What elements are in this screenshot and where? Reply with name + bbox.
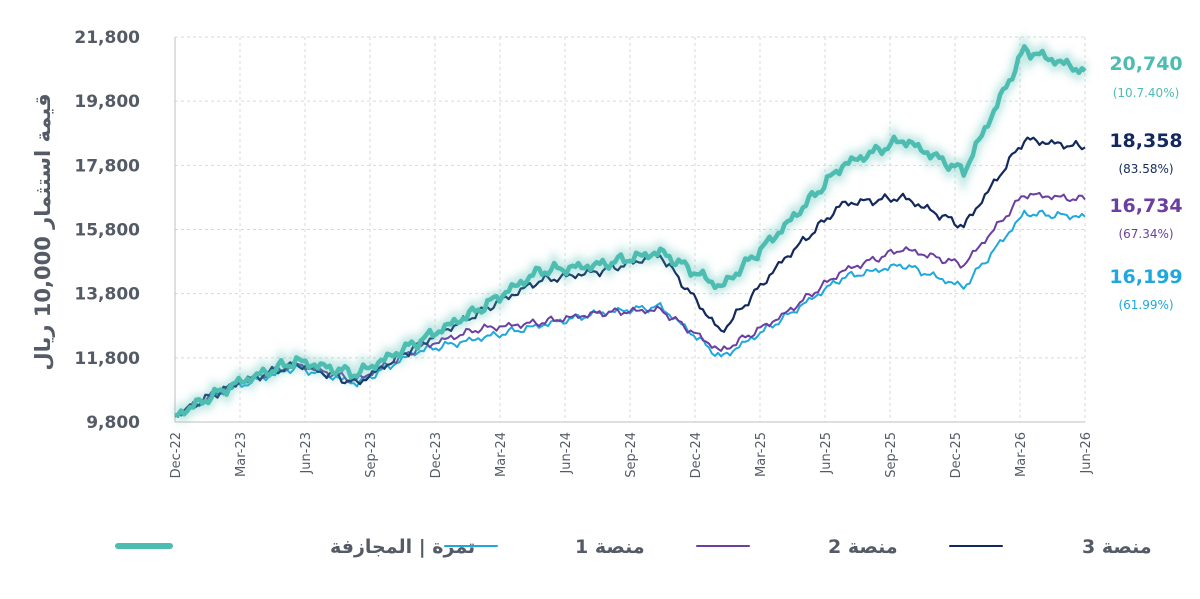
x-tick-label: Mar-23 bbox=[234, 432, 249, 477]
x-tick-label: Sep-24 bbox=[624, 432, 639, 478]
end-value-label: 16,734 bbox=[1109, 195, 1182, 217]
x-tick-label: Mar-25 bbox=[754, 432, 769, 477]
end-percent-label: (67.34%) bbox=[1118, 227, 1173, 241]
x-tick-label: Sep-25 bbox=[884, 432, 899, 478]
x-tick-label: Mar-24 bbox=[494, 432, 509, 477]
y-tick-label: 13,800 bbox=[74, 285, 140, 305]
y-tick-label: 9,800 bbox=[86, 413, 140, 433]
x-tick-label: Mar-26 bbox=[1014, 432, 1029, 477]
legend-label: منصة 3 bbox=[1082, 536, 1152, 558]
end-percent-label: (61.99%) bbox=[1118, 298, 1173, 312]
legend-label: تمرة | المجازفة bbox=[330, 536, 475, 558]
y-tick-label: 19,800 bbox=[74, 92, 140, 112]
x-tick-label: Dec-22 bbox=[169, 432, 184, 478]
end-value-labels: 20,740 (10.7.40%) 18,358 (83.58%) 16,734 (67.… bbox=[1109, 53, 1182, 312]
y-axis-label: قيمة استثمار 10,000 ريال bbox=[31, 93, 55, 370]
x-tick-label: Dec-24 bbox=[689, 432, 704, 478]
end-percent-label: (83.58%) bbox=[1118, 162, 1173, 176]
grid bbox=[174, 36, 1086, 423]
y-tick-label: 17,800 bbox=[74, 156, 140, 176]
legend: تمرة | المجازفة منصة 1 منصة 2 منصة 3 bbox=[115, 536, 1152, 558]
x-tick-label: Jun-25 bbox=[819, 432, 834, 475]
y-tick-label: 21,800 bbox=[74, 28, 140, 48]
end-value-label: 18,358 bbox=[1109, 130, 1182, 152]
series-line bbox=[174, 44, 1087, 418]
legend-label: منصة 1 bbox=[575, 536, 645, 558]
end-percent-label: (10.7.40%) bbox=[1113, 86, 1180, 100]
series-line bbox=[174, 191, 1086, 417]
x-tick-label: Dec-25 bbox=[949, 432, 964, 478]
x-tick-label: Jun-24 bbox=[559, 432, 574, 475]
end-value-label: 20,740 bbox=[1109, 53, 1182, 75]
x-tick-label: Jun-26 bbox=[1079, 432, 1094, 475]
x-tick-label: Sep-23 bbox=[364, 432, 379, 478]
y-tick-label: 11,800 bbox=[74, 349, 140, 369]
y-tick-label: 15,800 bbox=[74, 221, 140, 241]
y-axis-ticks: 21,800 19,800 17,800 15,800 13,800 11,800 9,80… bbox=[74, 28, 140, 433]
x-tick-label: Jun-23 bbox=[299, 432, 314, 475]
end-value-label: 16,199 bbox=[1109, 266, 1182, 288]
legend-label: منصة 2 bbox=[828, 536, 898, 558]
x-axis-ticks: Dec-22 Mar-23 Jun-23 Sep-23 Dec-23 Mar-24 Jun-… bbox=[169, 432, 1094, 478]
x-tick-label: Dec-23 bbox=[429, 432, 444, 478]
series-lines bbox=[173, 33, 1090, 424]
